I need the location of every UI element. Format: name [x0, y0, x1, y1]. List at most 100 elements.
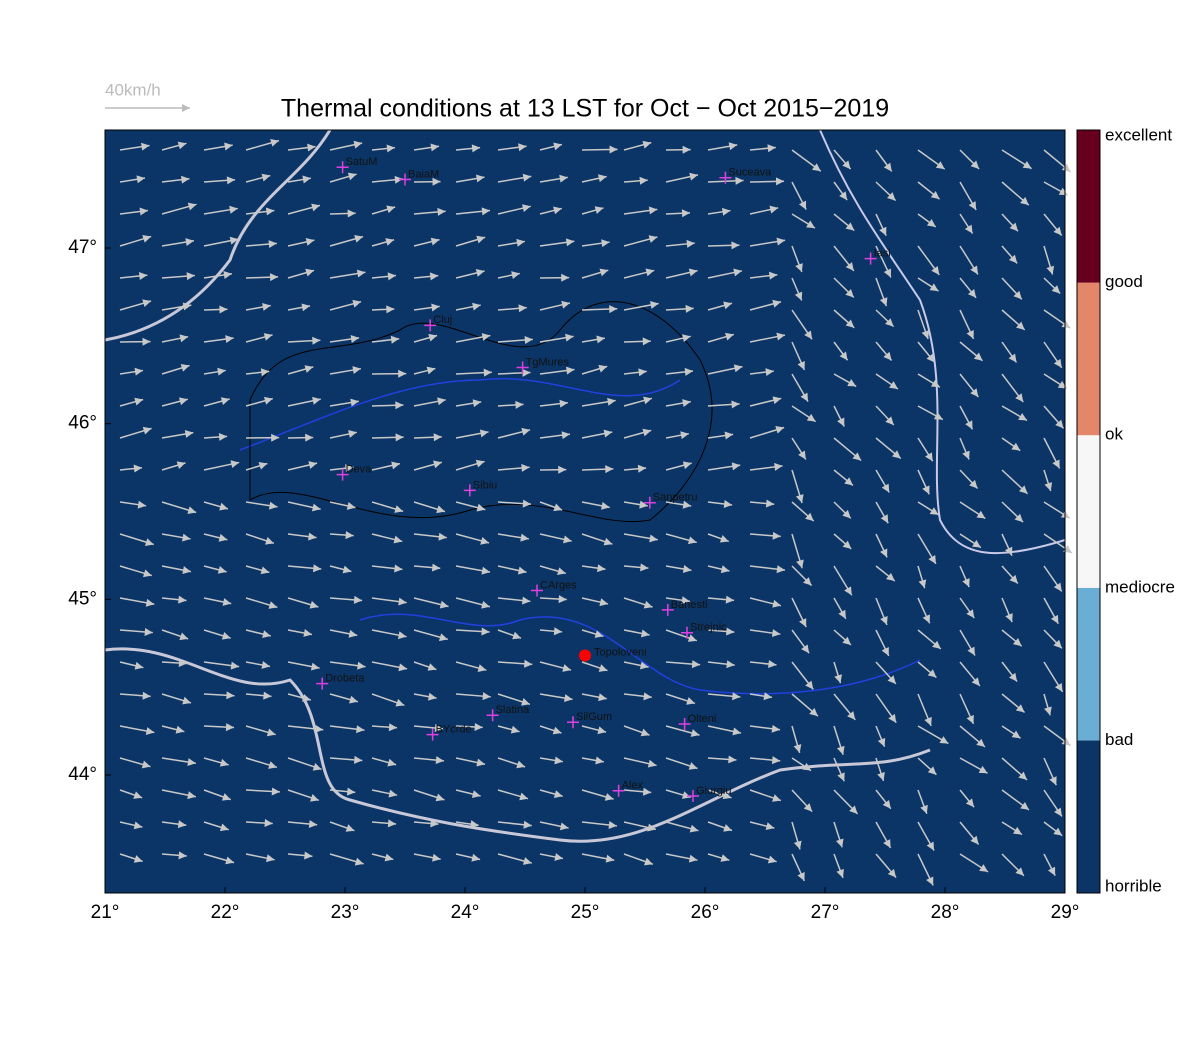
wind-arrow-head — [223, 271, 232, 279]
wind-arrow-head — [133, 821, 143, 830]
wind-arrow-head — [723, 500, 733, 508]
wind-arrow-head — [603, 537, 613, 546]
wind-arrow-head — [143, 569, 152, 578]
wind-arrow-head — [608, 821, 617, 829]
wind-arrow-head — [219, 758, 229, 767]
wind-arrow-head — [849, 805, 858, 814]
city-marker — [336, 161, 349, 174]
wind-arrow-head — [1053, 639, 1062, 649]
colorbar-label: excellent — [1105, 125, 1172, 144]
wind-arrow-head — [261, 173, 271, 182]
wind-arrow-head — [836, 745, 845, 755]
wind-arrow-head — [725, 332, 734, 341]
wind-arrow-head — [772, 599, 781, 608]
wind-arrow-head — [427, 692, 437, 701]
wind-arrow-head — [687, 536, 697, 545]
wind-arrow-head — [926, 353, 935, 363]
wind-arrow-head — [397, 631, 407, 640]
wind-arrow-head — [553, 627, 563, 636]
wind-arrow-head — [603, 429, 613, 438]
wind-arrow-head — [733, 268, 742, 277]
colorbar-label: bad — [1105, 730, 1133, 749]
wind-arrow-head — [314, 724, 324, 733]
wind-arrow-head — [769, 205, 779, 214]
wind-arrow-head — [133, 464, 142, 473]
wind-arrow-head — [554, 853, 564, 861]
wind-arrow-head — [178, 658, 187, 667]
wind-arrow-head — [1053, 582, 1062, 592]
wind-arrow-head — [794, 291, 803, 301]
wind-arrow-head — [271, 787, 280, 796]
wind-arrow-head — [605, 854, 615, 863]
wind-arrow-head — [598, 664, 608, 672]
wind-arrow-head — [735, 176, 744, 185]
wind-arrow-head — [607, 397, 616, 406]
wind-arrow-head — [881, 483, 890, 493]
city-marker — [426, 728, 439, 741]
wind-arrow-head — [1008, 353, 1017, 363]
wind-arrow-head — [222, 598, 232, 606]
wind-arrow-head — [522, 173, 532, 182]
wind-arrow-head — [720, 854, 730, 862]
wind-arrow-head — [1005, 613, 1013, 623]
wind-arrow-head — [1009, 222, 1019, 232]
wind-arrow-head — [726, 627, 735, 636]
wind-arrow-head — [971, 677, 980, 687]
wind-arrow-head — [482, 692, 491, 701]
wind-arrow-head — [217, 367, 226, 376]
map-background — [105, 130, 1065, 893]
city-marker — [612, 784, 625, 797]
wind-arrow-head — [558, 595, 567, 604]
wind-arrow-head — [561, 431, 571, 440]
wind-arrow-head — [434, 724, 444, 733]
wind-arrow-head — [350, 398, 359, 407]
wind-arrow-head — [301, 303, 311, 312]
x-tick-label: 21° — [91, 902, 120, 923]
wind-arrow-head — [880, 616, 888, 625]
wind-arrow-head — [768, 271, 778, 280]
wind-arrow-head — [682, 399, 691, 407]
wind-arrow-head — [1016, 321, 1025, 330]
wind-arrow-head — [642, 140, 652, 149]
city-marker — [316, 677, 329, 690]
wind-arrow-head — [511, 271, 520, 279]
wind-arrow-head — [599, 268, 609, 277]
wind-arrow-head — [345, 464, 354, 473]
wind-arrow-head — [136, 175, 145, 184]
wind-arrow-head — [518, 143, 527, 152]
wind-arrow-head — [353, 140, 363, 149]
wind-arrow-head — [639, 500, 648, 509]
wind-arrow-head — [882, 799, 891, 809]
wind-arrow-head — [435, 756, 445, 765]
wind-arrow-head — [436, 505, 446, 514]
wind-arrow-head — [349, 695, 358, 704]
wind-arrow-head — [521, 463, 530, 472]
wind-arrow-head — [226, 691, 235, 700]
wind-arrow-head — [765, 822, 775, 831]
wind-arrow-head — [342, 565, 352, 574]
wind-arrow-head — [932, 640, 941, 649]
wind-arrow-head — [346, 502, 356, 510]
wind-arrow-head — [643, 396, 652, 405]
wind-arrow-head — [965, 420, 973, 430]
wind-arrow-head — [221, 632, 231, 640]
wind-arrow-head — [682, 334, 691, 343]
wind-arrow-head — [877, 737, 886, 747]
wind-arrow-head — [842, 636, 851, 645]
wind-arrow-head — [554, 756, 563, 765]
wind-arrow-head — [598, 693, 607, 702]
wind-arrow-head — [926, 219, 936, 227]
city-marker — [643, 496, 656, 509]
wind-arrow-head — [428, 333, 438, 342]
wind-arrow-head — [594, 630, 604, 638]
wind-arrow-head — [972, 539, 981, 548]
wind-arrow-head — [680, 431, 689, 440]
city-label: Alex — [622, 780, 644, 792]
wind-arrow-head — [229, 236, 239, 245]
wind-arrow-head — [883, 351, 892, 361]
wind-arrow-head — [642, 337, 651, 346]
wind-arrow-head — [1015, 867, 1024, 876]
wind-arrow-head — [354, 857, 364, 866]
wind-arrow-head — [563, 535, 572, 544]
wind-arrow-head — [266, 728, 276, 737]
